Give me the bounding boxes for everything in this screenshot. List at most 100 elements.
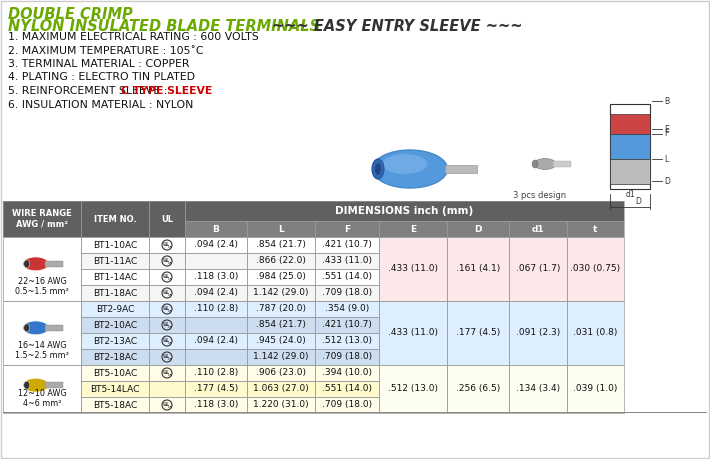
- Bar: [3, 201, 81, 237]
- Bar: [81, 349, 149, 365]
- Text: 12~10 AWG
4~6 mm²: 12~10 AWG 4~6 mm²: [18, 389, 66, 408]
- Bar: [379, 237, 447, 301]
- Bar: [247, 301, 315, 317]
- Bar: [509, 237, 567, 301]
- Bar: [315, 349, 379, 365]
- Text: .551 (14.0): .551 (14.0): [322, 273, 372, 281]
- Text: .709 (18.0): .709 (18.0): [322, 289, 372, 297]
- Bar: [567, 365, 624, 413]
- Bar: [81, 301, 149, 317]
- Text: BT1-18AC: BT1-18AC: [93, 289, 137, 297]
- Bar: [149, 381, 185, 397]
- Text: DOUBLE CRIMP: DOUBLE CRIMP: [8, 7, 133, 22]
- Bar: [315, 317, 379, 333]
- Text: 3. TERMINAL MATERIAL : COPPER: 3. TERMINAL MATERIAL : COPPER: [8, 59, 190, 69]
- Text: us: us: [167, 341, 172, 345]
- Bar: [315, 221, 379, 237]
- Text: BT2-18AC: BT2-18AC: [93, 353, 137, 362]
- Text: .094 (2.4): .094 (2.4): [194, 241, 238, 250]
- Bar: [81, 253, 149, 269]
- Bar: [81, 349, 149, 365]
- Bar: [315, 333, 379, 349]
- Bar: [315, 301, 379, 317]
- Bar: [3, 201, 81, 237]
- Ellipse shape: [372, 159, 384, 179]
- Bar: [185, 301, 247, 317]
- Text: BT1-14AC: BT1-14AC: [93, 273, 137, 281]
- Text: .118 (3.0): .118 (3.0): [194, 273, 238, 281]
- Bar: [81, 365, 149, 381]
- Text: B: B: [664, 96, 669, 106]
- Text: 2. MAXIMUM TEMPERATURE : 105˚C: 2. MAXIMUM TEMPERATURE : 105˚C: [8, 45, 204, 56]
- Bar: [81, 201, 149, 237]
- Bar: [185, 365, 247, 381]
- Text: .030 (0.75): .030 (0.75): [570, 264, 621, 274]
- Bar: [45, 382, 62, 388]
- Text: D: D: [664, 177, 670, 185]
- Bar: [3, 237, 81, 301]
- Bar: [149, 365, 185, 381]
- Bar: [185, 221, 247, 237]
- Text: BT2-13AC: BT2-13AC: [93, 336, 137, 346]
- Bar: [509, 365, 567, 413]
- Bar: [185, 381, 247, 397]
- Text: 5. REINFORCEMENT SLEEVE :: 5. REINFORCEMENT SLEEVE :: [8, 86, 170, 96]
- Text: E: E: [664, 124, 669, 134]
- Bar: [315, 237, 379, 253]
- Text: .787 (20.0): .787 (20.0): [256, 304, 306, 313]
- Text: NYLON INSULATED BLADE TERMINALS: NYLON INSULATED BLADE TERMINALS: [8, 19, 320, 34]
- Text: us: us: [167, 261, 172, 264]
- Bar: [149, 201, 185, 237]
- Bar: [567, 237, 624, 301]
- Bar: [447, 365, 509, 413]
- Bar: [185, 201, 624, 221]
- Text: UL: UL: [163, 306, 170, 310]
- Bar: [610, 114, 650, 134]
- Bar: [509, 301, 567, 365]
- Ellipse shape: [23, 257, 49, 271]
- Bar: [447, 237, 509, 301]
- Bar: [610, 104, 650, 189]
- Text: 16~14 AWG
1.5~2.5 mm²: 16~14 AWG 1.5~2.5 mm²: [15, 341, 69, 360]
- Text: BT5-14LAC: BT5-14LAC: [90, 385, 140, 393]
- Text: DIMENSIONS inch (mm): DIMENSIONS inch (mm): [335, 206, 474, 216]
- Text: UL: UL: [163, 321, 170, 326]
- Text: .512 (13.0): .512 (13.0): [322, 336, 372, 346]
- Bar: [447, 221, 509, 237]
- Text: .177 (4.5): .177 (4.5): [194, 385, 238, 393]
- Bar: [509, 301, 567, 365]
- Bar: [81, 285, 149, 301]
- Bar: [149, 301, 185, 317]
- Bar: [185, 285, 247, 301]
- Bar: [247, 221, 315, 237]
- Bar: [247, 269, 315, 285]
- Bar: [81, 237, 149, 253]
- Bar: [185, 317, 247, 333]
- Text: .067 (1.7): .067 (1.7): [515, 264, 560, 274]
- Bar: [247, 349, 315, 365]
- Bar: [149, 333, 185, 349]
- Text: ITEM NO.: ITEM NO.: [94, 214, 136, 224]
- Bar: [247, 301, 315, 317]
- Text: .854 (21.7): .854 (21.7): [256, 241, 306, 250]
- Text: L: L: [278, 224, 284, 234]
- Bar: [379, 301, 447, 365]
- Text: .433 (11.0): .433 (11.0): [388, 329, 438, 337]
- Text: .984 (25.0): .984 (25.0): [256, 273, 306, 281]
- Bar: [81, 397, 149, 413]
- Bar: [247, 285, 315, 301]
- Text: d1: d1: [626, 190, 635, 199]
- Bar: [610, 159, 650, 184]
- Bar: [447, 221, 509, 237]
- Bar: [3, 412, 707, 413]
- Bar: [379, 237, 447, 301]
- Bar: [81, 269, 149, 285]
- Bar: [185, 253, 247, 269]
- Text: 3 pcs design: 3 pcs design: [513, 191, 567, 200]
- Bar: [81, 317, 149, 333]
- Bar: [247, 381, 315, 397]
- Text: .421 (10.7): .421 (10.7): [322, 241, 372, 250]
- Bar: [185, 301, 247, 317]
- Text: .866 (22.0): .866 (22.0): [256, 257, 306, 265]
- Ellipse shape: [532, 160, 538, 168]
